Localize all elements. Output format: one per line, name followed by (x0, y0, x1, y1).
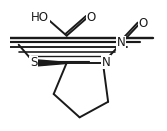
Text: N: N (117, 36, 126, 49)
Text: S: S (30, 56, 37, 69)
Text: HO: HO (31, 11, 49, 24)
Polygon shape (34, 60, 67, 66)
Text: O: O (86, 11, 96, 24)
Text: O: O (138, 17, 148, 30)
Text: N: N (101, 56, 110, 69)
